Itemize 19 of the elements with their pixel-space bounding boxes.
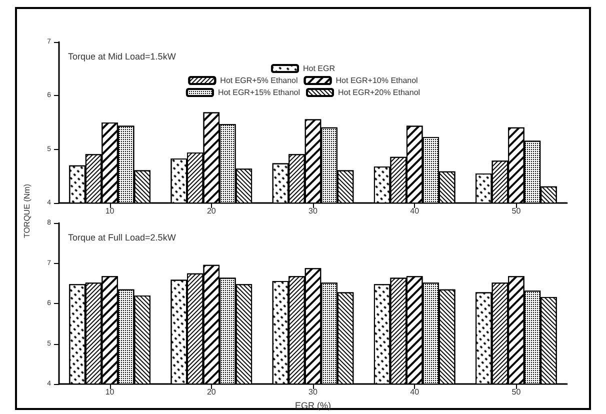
- y-axis-title: TORQUE (Nm): [22, 184, 32, 238]
- x-tick-label: 50: [512, 206, 522, 216]
- x-tick-label: 40: [410, 388, 420, 396]
- legend-label: Hot EGR+15% Ethanol: [218, 88, 300, 97]
- legend-label: Hot EGR: [302, 64, 336, 73]
- text: Torque at Full Load=2.5kW: [68, 232, 176, 242]
- legend-label: Hot EGR+5% Ethanol: [220, 76, 298, 85]
- x-axis-title: EGR (%): [295, 400, 332, 410]
- x-tick-label: 10: [105, 206, 115, 216]
- legend-label: Hot EGR+10% Ethanol: [336, 76, 418, 85]
- x-tick-label: 30: [308, 388, 318, 396]
- x-tick-label: 50: [512, 388, 522, 396]
- x-tick-label: 20: [206, 388, 216, 396]
- x-tick-label: 20: [206, 206, 216, 216]
- text: Torque at Mid Load=1.5kW: [68, 52, 176, 62]
- x-tick-label: 10: [105, 388, 115, 396]
- x-tick-label: 30: [308, 206, 318, 216]
- legend-label: Hot EGR+20% Ethanol: [338, 88, 420, 97]
- x-tick-label: 40: [410, 206, 420, 216]
